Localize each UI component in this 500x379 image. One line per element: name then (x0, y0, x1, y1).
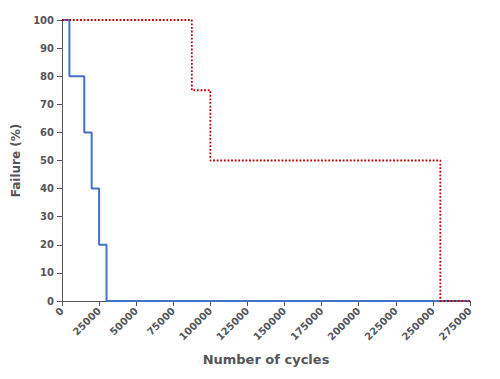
svg-text:70: 70 (40, 99, 54, 110)
svg-text:100000: 100000 (177, 305, 214, 342)
svg-text:0: 0 (47, 296, 54, 307)
svg-text:150000: 150000 (251, 305, 288, 342)
svg-text:25000: 25000 (71, 305, 103, 337)
svg-text:100: 100 (33, 15, 54, 26)
svg-text:200000: 200000 (325, 305, 362, 342)
svg-text:50000: 50000 (108, 305, 140, 337)
svg-text:0: 0 (53, 305, 66, 318)
svg-text:30: 30 (40, 211, 54, 222)
svg-text:80: 80 (40, 71, 54, 82)
svg-text:90: 90 (40, 43, 54, 54)
svg-text:250000: 250000 (400, 305, 437, 342)
svg-text:20: 20 (40, 239, 54, 250)
svg-text:275000: 275000 (437, 305, 474, 342)
svg-text:Failure (%): Failure (%) (9, 124, 23, 198)
svg-text:10: 10 (40, 267, 54, 278)
svg-text:175000: 175000 (288, 305, 325, 342)
svg-text:40: 40 (40, 183, 54, 194)
svg-text:225000: 225000 (362, 305, 399, 342)
svg-text:60: 60 (40, 127, 54, 138)
svg-text:75000: 75000 (145, 305, 177, 337)
svg-text:50: 50 (40, 155, 54, 166)
svg-text:125000: 125000 (214, 305, 251, 342)
svg-text:Number of cycles: Number of cycles (203, 352, 330, 367)
